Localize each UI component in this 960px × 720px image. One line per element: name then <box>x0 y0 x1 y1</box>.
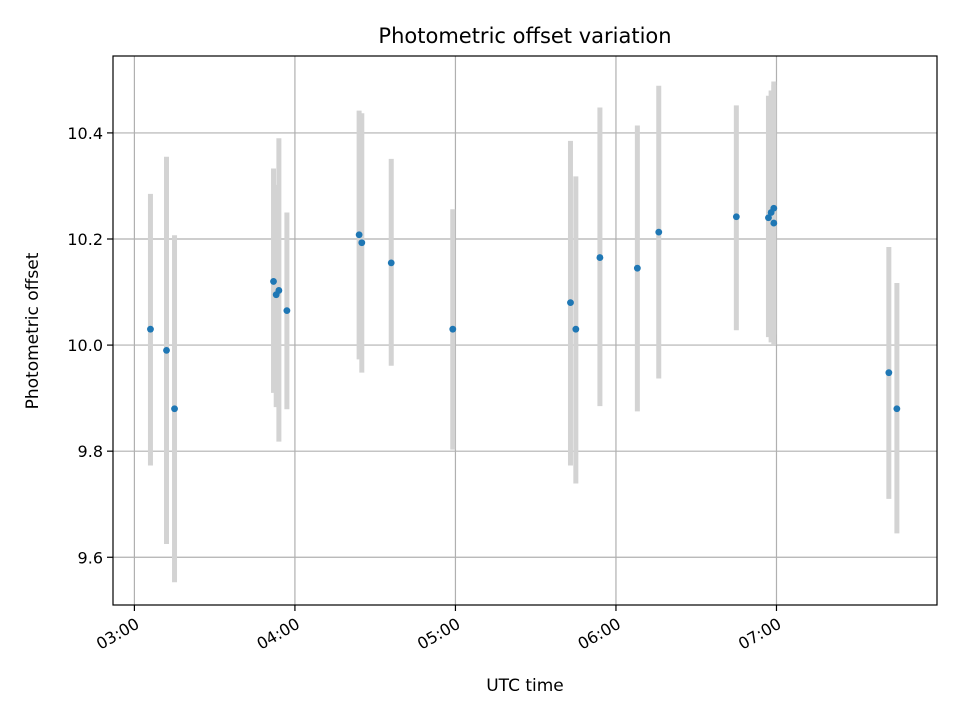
data-point <box>655 228 663 236</box>
data-point <box>567 299 574 307</box>
y-tick-label: 9.6 <box>78 548 103 567</box>
data-point <box>283 307 291 315</box>
data-points <box>147 204 901 413</box>
y-tick-label: 9.8 <box>78 442 103 461</box>
data-point <box>275 287 283 294</box>
data-point <box>633 264 641 272</box>
data-point <box>147 325 154 333</box>
data-point <box>270 278 277 285</box>
y-tick-label: 10.4 <box>67 124 103 143</box>
grid <box>113 56 937 605</box>
y-axis: 9.6 9.8 10.0 10.2 10.4 <box>67 124 113 567</box>
data-point <box>596 254 604 261</box>
data-point <box>163 346 170 354</box>
data-point <box>449 325 457 333</box>
data-point <box>885 369 893 377</box>
plot-frame <box>112 55 938 606</box>
data-point <box>171 405 178 413</box>
data-point <box>355 231 363 239</box>
y-tick-label: 10.2 <box>67 230 103 249</box>
y-axis-label: Photometric offset <box>23 252 43 409</box>
data-point <box>765 214 772 222</box>
data-point <box>770 219 778 227</box>
data-point <box>893 405 901 413</box>
x-axis-label: UTC time <box>486 676 564 696</box>
data-point <box>732 213 740 221</box>
data-point <box>770 204 778 212</box>
y-tick-label: 10.0 <box>67 336 103 355</box>
chart-title: Photometric offset variation <box>378 24 671 48</box>
data-point <box>387 259 395 267</box>
data-point <box>358 239 366 247</box>
data-point <box>572 325 580 333</box>
